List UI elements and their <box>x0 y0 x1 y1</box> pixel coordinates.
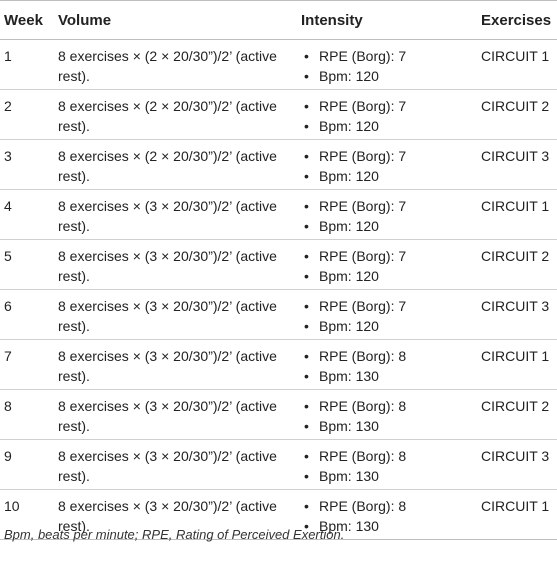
intensity-cell: RPE (Borg): 8Bpm: 130 <box>301 439 481 490</box>
bpm-item: Bpm: 120 <box>301 116 481 136</box>
bpm-item: Bpm: 120 <box>301 66 481 86</box>
volume-cell: 8 exercises × (2 × 20/30”)/2’ (active re… <box>58 39 301 90</box>
rpe-item: RPE (Borg): 7 <box>301 46 481 66</box>
exercises-cell: CIRCUIT 3 <box>481 289 557 340</box>
intensity-cell: RPE (Borg): 7Bpm: 120 <box>301 89 481 140</box>
intensity-list: RPE (Borg): 7Bpm: 120 <box>301 46 481 86</box>
intensity-list: RPE (Borg): 8Bpm: 130 <box>301 446 481 486</box>
intensity-cell: RPE (Borg): 8Bpm: 130 <box>301 389 481 440</box>
week-cell: 8 <box>0 389 58 440</box>
volume-cell: 8 exercises × (3 × 20/30”)/2’ (active re… <box>58 489 301 540</box>
rpe-item: RPE (Borg): 8 <box>301 346 481 366</box>
volume-cell: 8 exercises × (3 × 20/30”)/2’ (active re… <box>58 439 301 490</box>
intensity-cell: RPE (Borg): 7Bpm: 120 <box>301 239 481 290</box>
week-cell: 6 <box>0 289 58 340</box>
intensity-cell: RPE (Borg): 7Bpm: 120 <box>301 139 481 190</box>
bpm-item: Bpm: 120 <box>301 316 481 336</box>
volume-cell: 8 exercises × (3 × 20/30”)/2’ (active re… <box>58 339 301 390</box>
exercises-cell: CIRCUIT 2 <box>481 239 557 290</box>
rpe-item: RPE (Borg): 7 <box>301 246 481 266</box>
volume-cell: 8 exercises × (3 × 20/30”)/2’ (active re… <box>58 389 301 440</box>
table-footnote: Bpm, beats per minute; RPE, Rating of Pe… <box>4 527 345 542</box>
exercises-cell: CIRCUIT 3 <box>481 439 557 490</box>
header-exercises: Exercises <box>481 0 557 40</box>
header-week: Week <box>0 0 58 40</box>
rpe-item: RPE (Borg): 8 <box>301 396 481 416</box>
rpe-item: RPE (Borg): 7 <box>301 96 481 116</box>
intensity-list: RPE (Borg): 7Bpm: 120 <box>301 296 481 336</box>
week-cell: 7 <box>0 339 58 390</box>
bpm-item: Bpm: 120 <box>301 266 481 286</box>
bpm-item: Bpm: 130 <box>301 466 481 486</box>
intensity-cell: RPE (Borg): 7Bpm: 120 <box>301 39 481 90</box>
week-cell: 3 <box>0 139 58 190</box>
volume-cell: 8 exercises × (2 × 20/30”)/2’ (active re… <box>58 139 301 190</box>
bpm-item: Bpm: 120 <box>301 216 481 236</box>
bpm-item: Bpm: 120 <box>301 166 481 186</box>
intensity-cell: RPE (Borg): 8Bpm: 130 <box>301 339 481 390</box>
bpm-item: Bpm: 130 <box>301 516 481 536</box>
rpe-item: RPE (Borg): 7 <box>301 146 481 166</box>
intensity-list: RPE (Borg): 7Bpm: 120 <box>301 196 481 236</box>
intensity-list: RPE (Borg): 7Bpm: 120 <box>301 146 481 186</box>
week-cell: 4 <box>0 189 58 240</box>
rpe-item: RPE (Borg): 8 <box>301 496 481 516</box>
week-cell: 9 <box>0 439 58 490</box>
intensity-cell: RPE (Borg): 8Bpm: 130 <box>301 489 481 540</box>
volume-cell: 8 exercises × (3 × 20/30”)/2’ (active re… <box>58 189 301 240</box>
volume-cell: 8 exercises × (3 × 20/30”)/2’ (active re… <box>58 289 301 340</box>
week-cell: 1 <box>0 39 58 90</box>
volume-cell: 8 exercises × (2 × 20/30”)/2’ (active re… <box>58 89 301 140</box>
intensity-list: RPE (Borg): 8Bpm: 130 <box>301 346 481 386</box>
exercises-cell: CIRCUIT 1 <box>481 189 557 240</box>
bpm-item: Bpm: 130 <box>301 366 481 386</box>
table-row: 10 8 exercises × (3 × 20/30”)/2’ (active … <box>0 489 557 540</box>
intensity-cell: RPE (Borg): 7Bpm: 120 <box>301 289 481 340</box>
rpe-item: RPE (Borg): 7 <box>301 196 481 216</box>
header-volume: Volume <box>58 0 301 40</box>
volume-cell: 8 exercises × (3 × 20/30”)/2’ (active re… <box>58 239 301 290</box>
header-row: Week Volume Intensity Exercises <box>0 0 557 40</box>
rpe-item: RPE (Borg): 8 <box>301 446 481 466</box>
rpe-item: RPE (Borg): 7 <box>301 296 481 316</box>
intensity-list: RPE (Borg): 7Bpm: 120 <box>301 96 481 136</box>
exercises-cell: CIRCUIT 1 <box>481 339 557 390</box>
exercises-cell: CIRCUIT 1 <box>481 39 557 90</box>
intensity-list: RPE (Borg): 8Bpm: 130 <box>301 496 481 536</box>
intensity-list: RPE (Borg): 8Bpm: 130 <box>301 396 481 436</box>
intensity-cell: RPE (Borg): 7Bpm: 120 <box>301 189 481 240</box>
header-intensity: Intensity <box>301 0 481 40</box>
week-cell: 2 <box>0 89 58 140</box>
intensity-list: RPE (Borg): 7Bpm: 120 <box>301 246 481 286</box>
exercises-cell: CIRCUIT 2 <box>481 389 557 440</box>
week-cell: 10 <box>0 489 58 540</box>
exercises-cell: CIRCUIT 3 <box>481 139 557 190</box>
exercises-cell: CIRCUIT 2 <box>481 89 557 140</box>
exercises-cell: CIRCUIT 1 <box>481 489 557 540</box>
bpm-item: Bpm: 130 <box>301 416 481 436</box>
week-cell: 5 <box>0 239 58 290</box>
